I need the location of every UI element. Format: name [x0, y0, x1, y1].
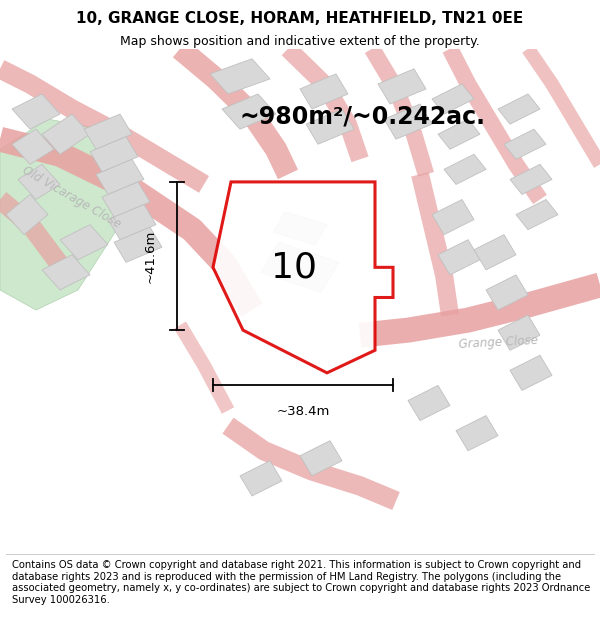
- Polygon shape: [456, 416, 498, 451]
- Polygon shape: [6, 194, 48, 234]
- Polygon shape: [114, 227, 162, 262]
- Polygon shape: [300, 74, 348, 109]
- Polygon shape: [444, 154, 486, 184]
- Polygon shape: [210, 59, 270, 94]
- Polygon shape: [90, 137, 138, 172]
- Polygon shape: [240, 461, 282, 496]
- Polygon shape: [96, 159, 144, 194]
- Polygon shape: [438, 119, 480, 149]
- Polygon shape: [510, 164, 552, 194]
- Text: 10, GRANGE CLOSE, HORAM, HEATHFIELD, TN21 0EE: 10, GRANGE CLOSE, HORAM, HEATHFIELD, TN2…: [76, 11, 524, 26]
- Polygon shape: [84, 114, 132, 149]
- Polygon shape: [516, 199, 558, 229]
- Polygon shape: [60, 224, 108, 260]
- Polygon shape: [273, 212, 327, 245]
- Polygon shape: [432, 199, 474, 234]
- Polygon shape: [12, 94, 60, 129]
- Polygon shape: [42, 114, 90, 154]
- Polygon shape: [498, 315, 540, 350]
- Polygon shape: [213, 182, 393, 373]
- Polygon shape: [12, 129, 54, 164]
- Text: Contains OS data © Crown copyright and database right 2021. This information is : Contains OS data © Crown copyright and d…: [12, 560, 590, 605]
- Polygon shape: [102, 182, 150, 217]
- Polygon shape: [261, 242, 339, 292]
- Polygon shape: [432, 84, 474, 114]
- Polygon shape: [378, 69, 426, 104]
- Text: ~41.6m: ~41.6m: [143, 229, 157, 282]
- Polygon shape: [42, 255, 90, 290]
- Text: Old Vicarage Close: Old Vicarage Close: [20, 164, 124, 231]
- Polygon shape: [486, 275, 528, 310]
- Polygon shape: [504, 129, 546, 159]
- Polygon shape: [510, 355, 552, 391]
- Text: Map shows position and indicative extent of the property.: Map shows position and indicative extent…: [120, 35, 480, 48]
- Polygon shape: [306, 109, 354, 144]
- Polygon shape: [408, 386, 450, 421]
- Polygon shape: [438, 240, 480, 275]
- Polygon shape: [498, 94, 540, 124]
- Text: 10: 10: [271, 251, 317, 284]
- Polygon shape: [0, 119, 126, 310]
- Text: Grange Close: Grange Close: [458, 334, 538, 351]
- Text: ~980m²/~0.242ac.: ~980m²/~0.242ac.: [240, 104, 486, 129]
- Polygon shape: [474, 234, 516, 270]
- Polygon shape: [300, 441, 342, 476]
- Polygon shape: [108, 204, 156, 240]
- Polygon shape: [384, 104, 432, 139]
- Polygon shape: [222, 94, 276, 129]
- Text: ~38.4m: ~38.4m: [277, 405, 329, 418]
- Polygon shape: [18, 164, 60, 199]
